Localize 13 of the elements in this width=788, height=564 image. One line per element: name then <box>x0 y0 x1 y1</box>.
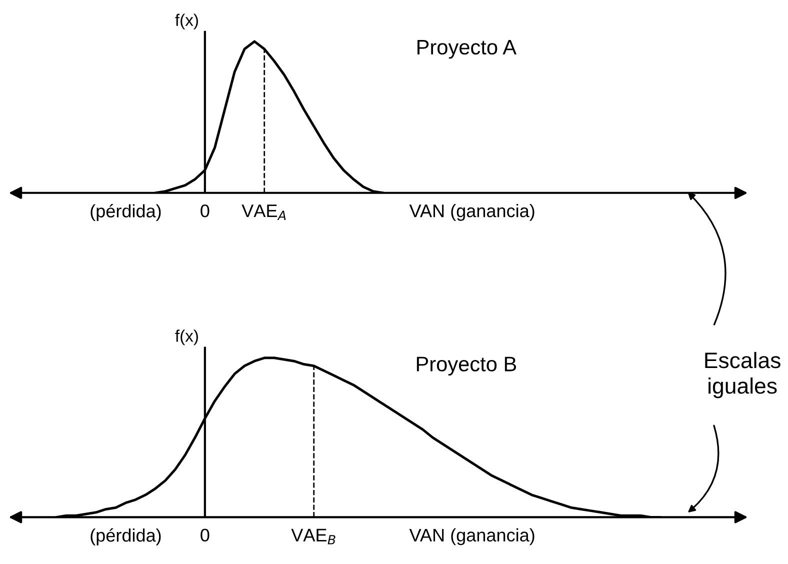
x-tick-label: 0 <box>200 204 210 218</box>
x-tick-label: 0 <box>200 528 210 542</box>
x-tick-label: (pérdida) <box>90 204 161 222</box>
annotation: Escalas iguales <box>705 352 780 398</box>
x-tick-label: (pérdida) <box>90 528 161 546</box>
y-axis-title: f(x) <box>175 14 198 30</box>
x-tick-label: VAN (ganancia) <box>409 528 534 546</box>
chart-title: Proyecto B <box>416 356 516 376</box>
x-tick-label: VAN (ganancia) <box>409 204 534 221</box>
x-tick-label: VAE$_{B}$ <box>291 528 336 544</box>
chart-title: Proyecto A <box>418 40 517 59</box>
x-tick-label: VAE$_{A}$ <box>242 204 286 220</box>
y-axis-title: f(x) <box>175 330 198 346</box>
